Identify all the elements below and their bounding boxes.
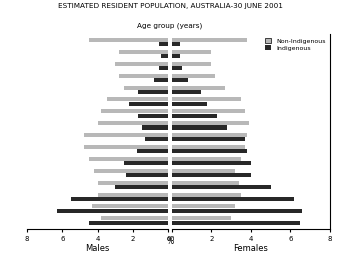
Bar bbox=[119, 74, 168, 78]
X-axis label: Females: Females bbox=[233, 244, 268, 253]
Bar bbox=[124, 86, 168, 89]
Bar bbox=[126, 173, 168, 177]
Text: Age group (years): Age group (years) bbox=[137, 22, 203, 29]
Bar bbox=[159, 42, 168, 46]
Bar bbox=[172, 121, 249, 125]
Text: ESTIMATED RESIDENT POPULATION, AUSTRALIA-30 JUNE 2001: ESTIMATED RESIDENT POPULATION, AUSTRALIA… bbox=[57, 3, 283, 9]
Bar bbox=[172, 98, 241, 101]
Bar bbox=[146, 137, 168, 141]
Bar bbox=[172, 114, 217, 118]
Bar bbox=[98, 193, 168, 197]
Bar bbox=[94, 169, 168, 173]
Bar bbox=[172, 137, 245, 141]
Bar bbox=[106, 98, 168, 101]
Bar bbox=[101, 216, 168, 220]
Bar bbox=[115, 62, 168, 66]
Bar bbox=[138, 90, 168, 94]
Bar bbox=[142, 126, 168, 129]
Bar bbox=[84, 133, 168, 137]
Bar bbox=[98, 181, 168, 185]
Bar bbox=[172, 193, 241, 197]
Bar bbox=[124, 161, 168, 165]
Bar bbox=[130, 102, 168, 106]
Bar bbox=[172, 86, 225, 89]
Bar bbox=[89, 157, 168, 161]
Bar bbox=[172, 197, 294, 201]
Bar bbox=[172, 181, 239, 185]
Bar bbox=[172, 62, 211, 66]
Bar bbox=[172, 185, 271, 189]
Bar bbox=[92, 204, 168, 209]
Bar bbox=[172, 133, 247, 137]
Bar bbox=[71, 197, 168, 201]
Bar bbox=[172, 50, 211, 54]
Bar bbox=[115, 185, 168, 189]
Bar bbox=[101, 109, 168, 113]
Bar bbox=[172, 102, 207, 106]
Bar bbox=[154, 78, 168, 82]
Text: %: % bbox=[167, 237, 173, 246]
Bar bbox=[172, 109, 245, 113]
Bar bbox=[172, 90, 201, 94]
Bar bbox=[138, 114, 168, 118]
Bar bbox=[172, 126, 227, 129]
Bar bbox=[84, 145, 168, 149]
Bar bbox=[172, 74, 215, 78]
Bar bbox=[159, 66, 168, 70]
Bar bbox=[172, 157, 241, 161]
Bar bbox=[172, 169, 235, 173]
Bar bbox=[172, 145, 245, 149]
Bar bbox=[172, 173, 251, 177]
Bar bbox=[172, 209, 302, 213]
Bar bbox=[172, 161, 251, 165]
Bar bbox=[57, 209, 168, 213]
Bar bbox=[172, 54, 180, 58]
Bar bbox=[172, 204, 235, 209]
X-axis label: Males: Males bbox=[86, 244, 110, 253]
Bar bbox=[172, 220, 300, 225]
Bar bbox=[119, 50, 168, 54]
Bar bbox=[172, 38, 247, 42]
Bar bbox=[137, 149, 168, 153]
Legend: Non-Indigenous, Indigenous: Non-Indigenous, Indigenous bbox=[264, 37, 327, 52]
Bar bbox=[98, 121, 168, 125]
Bar bbox=[172, 216, 231, 220]
Bar bbox=[89, 220, 168, 225]
Bar bbox=[172, 42, 180, 46]
Bar bbox=[172, 78, 188, 82]
Bar bbox=[172, 66, 182, 70]
Bar bbox=[161, 54, 168, 58]
Bar bbox=[172, 149, 247, 153]
Bar bbox=[89, 38, 168, 42]
